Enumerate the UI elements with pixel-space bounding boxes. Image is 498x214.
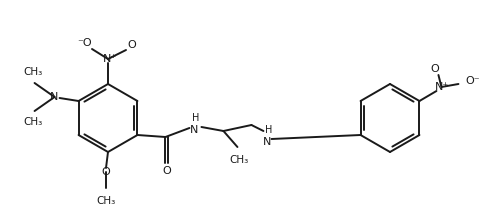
Text: CH₃: CH₃ — [23, 117, 42, 127]
Text: ⁻O: ⁻O — [78, 38, 92, 48]
Text: CH₃: CH₃ — [23, 67, 42, 77]
Text: CH₃: CH₃ — [230, 155, 249, 165]
Text: O: O — [162, 166, 171, 176]
Text: O: O — [127, 40, 136, 50]
Text: O⁻: O⁻ — [466, 76, 480, 86]
Text: H: H — [265, 125, 272, 135]
Text: O: O — [102, 167, 111, 177]
Text: N: N — [190, 125, 199, 135]
Text: N⁺: N⁺ — [103, 54, 117, 64]
Text: N⁺: N⁺ — [435, 82, 450, 92]
Text: N: N — [50, 92, 59, 102]
Text: CH₃: CH₃ — [97, 196, 116, 206]
Text: N: N — [263, 137, 271, 147]
Text: O: O — [430, 64, 439, 74]
Text: H: H — [192, 113, 199, 123]
